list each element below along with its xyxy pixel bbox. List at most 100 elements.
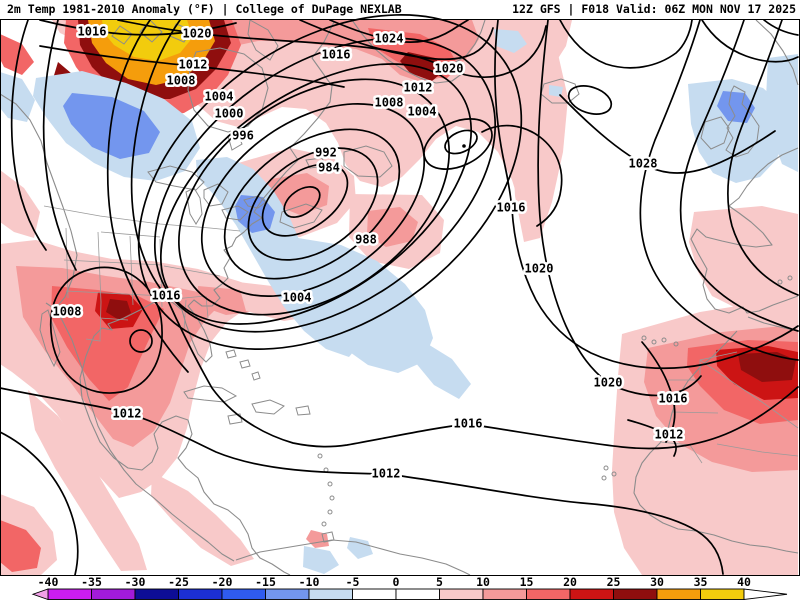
isobar-992 [223, 128, 401, 280]
coast-west-africa [633, 330, 799, 554]
isobar-1008-ring [153, 37, 497, 333]
contour-label: 1004 [205, 90, 234, 104]
coast-trinidad [321, 531, 335, 543]
contour-label: 1024 [375, 32, 404, 46]
isobar-984 [261, 163, 349, 237]
island-dots [317, 275, 793, 527]
isobar-1008-texas-loop [50, 266, 163, 394]
isobar-secondary-low-inner [444, 129, 478, 155]
shade-carib-blue-2 [347, 537, 373, 559]
coast-east-na [79, 21, 335, 576]
shade-davis-dot [494, 29, 527, 53]
colorbar-tick: -35 [81, 575, 102, 589]
contour-label: 1016 [322, 48, 351, 62]
contour-label: 1016 [454, 417, 483, 431]
colorbar-tick: 0 [393, 575, 400, 589]
coast-baja [39, 309, 61, 368]
shade-scotland-blue [717, 91, 755, 123]
colorbar-arrow-right [743, 588, 788, 600]
isobar-1016-topleft [39, 19, 237, 36]
contour-label: 1004 [408, 105, 437, 119]
colorbar-tick: 20 [563, 575, 577, 589]
isobar-low-core [283, 186, 321, 218]
colorbar-tick: 35 [694, 575, 708, 589]
contour-label: 1012 [179, 58, 208, 72]
colorbar-segment [308, 588, 353, 600]
contour-label: 1020 [183, 27, 212, 41]
colorbar-tick: 5 [436, 575, 443, 589]
contour-label: 988 [355, 233, 377, 247]
coast-mexico-pacific [57, 311, 235, 562]
colorbar-segment [352, 588, 397, 600]
coast-bahamas [225, 349, 261, 381]
colorbar-segment [178, 588, 223, 600]
coast-nova-scotia [279, 203, 323, 229]
isobar-uk-arc-2 [679, 19, 799, 332]
coastlines [0, 19, 799, 576]
shade-midatl-pink [512, 54, 568, 242]
isobar-pacific-2 [42, 19, 77, 271]
colorbar-arrow-left [31, 588, 49, 600]
isobar-pacific-1 [10, 19, 47, 251]
coast-south-america [235, 539, 471, 576]
colorbar-segment [439, 588, 484, 600]
isobar-1024-greenland [329, 19, 469, 43]
coast-ireland [700, 116, 730, 150]
contour-label: 992 [315, 146, 337, 160]
contour-label: 1012 [404, 81, 433, 95]
shade-iceland-fleck [549, 85, 563, 97]
colorbar-tick: -40 [38, 575, 59, 589]
pressure-contours [0, 14, 799, 576]
isobar-high-blob [567, 85, 613, 115]
colorbar-tick: -5 [346, 575, 360, 589]
coast-puerto-rico [295, 405, 311, 416]
contour-label: 1028 [629, 157, 658, 171]
contour-label: 984 [318, 161, 340, 175]
coast-jamaica [227, 413, 243, 425]
colorbar-segment [265, 588, 310, 600]
colorbar-tick: -25 [168, 575, 189, 589]
contour-label: 1020 [435, 62, 464, 76]
shade-bl-red [0, 520, 41, 572]
coast-great-britain [725, 85, 760, 158]
colorbar-tick: -15 [255, 575, 276, 589]
colorbar-segment [91, 588, 136, 600]
title-bar: 2m Temp 1981-2010 Anomaly (°F) | College… [0, 0, 800, 19]
africa-borders [659, 351, 799, 464]
contour-labels: 1016 102010121008100410009969929849881004… [50, 22, 690, 483]
contour-label: 1016 [659, 392, 688, 406]
isobar-1012-subtropical [0, 387, 724, 575]
colorbar-tick: 25 [607, 575, 621, 589]
isobar-squeeze-line [299, 19, 494, 61]
secondary-low-center-dot [462, 144, 466, 148]
shade-iberia-pink [689, 206, 798, 316]
coast-iceland [540, 78, 580, 104]
isobar-ne-corner-3 [763, 19, 799, 36]
shade-ne-tail [415, 338, 471, 399]
colorbar-tick: -20 [212, 575, 233, 589]
coast-hispaniola [251, 399, 285, 415]
isobar-1004 [159, 63, 473, 325]
map-title: 2m Temp 1981-2010 Anomaly (°F) | College… [7, 2, 402, 16]
isobar-1028 [559, 94, 776, 174]
shade-norway-band [766, 54, 798, 172]
contour-label: 1020 [594, 376, 623, 390]
contour-label: 1016 [78, 25, 107, 39]
colorbar-segment [395, 588, 440, 600]
isobar-1020-top [117, 19, 547, 79]
model-run-info: 12Z GFS | F018 Valid: 06Z MON NOV 17 202… [512, 2, 796, 16]
isobar-mexico-line [0, 431, 79, 576]
colorbar-tick: 10 [476, 575, 490, 589]
colorbar-tick: 15 [520, 575, 534, 589]
colorbar-segment [700, 588, 745, 600]
contour-label: 1012 [655, 428, 684, 442]
colorbar-tick: -30 [125, 575, 146, 589]
coast-hudson-bay [187, 47, 269, 133]
coast-pacific [0, 93, 78, 310]
shade-mx-pink [28, 390, 147, 571]
coast-anticosti [305, 157, 327, 169]
shade-centam-pink [151, 472, 254, 566]
isobar-1020-gap [537, 19, 702, 397]
isobar-988 [247, 147, 379, 261]
